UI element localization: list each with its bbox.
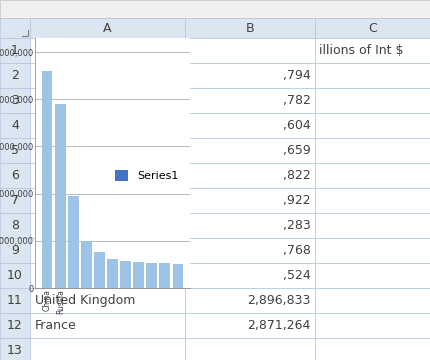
Text: 6: 6 [11, 169, 19, 182]
Bar [315, 88, 430, 113]
Bar [185, 338, 315, 360]
Bar [30, 138, 185, 163]
Text: ,782: ,782 [283, 94, 311, 107]
Bar [185, 313, 315, 338]
Bar [0, 63, 30, 88]
Text: illions of Int $: illions of Int $ [319, 44, 403, 57]
Bar [315, 18, 430, 38]
Bar [0, 213, 30, 238]
Bar [185, 88, 315, 113]
Bar [55, 104, 65, 288]
Bar [315, 163, 430, 188]
Bar [315, 63, 430, 88]
Text: 10: 10 [7, 269, 23, 282]
Bar [185, 63, 315, 88]
Bar [30, 88, 185, 113]
Bar [315, 113, 430, 138]
Bar [68, 197, 79, 288]
Bar [0, 188, 30, 213]
Bar [30, 63, 185, 88]
Text: 3: 3 [11, 94, 19, 107]
Bar [0, 138, 30, 163]
Bar [81, 241, 92, 288]
Bar [30, 263, 185, 288]
Legend: Series1: Series1 [115, 170, 178, 181]
Bar [30, 313, 185, 338]
Bar [0, 88, 30, 113]
Bar [42, 71, 52, 288]
Bar [0, 338, 30, 360]
Text: ,794: ,794 [283, 69, 311, 82]
Bar [315, 238, 430, 263]
Text: C: C [368, 22, 377, 35]
Text: 2,896,833: 2,896,833 [248, 294, 311, 307]
Bar [185, 113, 315, 138]
Text: 13: 13 [7, 344, 23, 357]
Text: 1: 1 [11, 44, 19, 57]
Bar [30, 113, 185, 138]
Bar [0, 18, 30, 38]
Bar [0, 38, 30, 63]
Bar [315, 338, 430, 360]
Text: 9: 9 [11, 244, 19, 257]
Text: B: B [246, 22, 254, 35]
Text: ,659: ,659 [283, 144, 311, 157]
Bar [30, 18, 185, 38]
Text: ,604: ,604 [283, 119, 311, 132]
Text: 12: 12 [7, 319, 23, 332]
Bar [315, 288, 430, 313]
Bar [185, 188, 315, 213]
Text: 7: 7 [11, 194, 19, 207]
Bar [120, 261, 131, 288]
Bar [0, 113, 30, 138]
Bar [30, 288, 185, 313]
Bar [185, 18, 315, 38]
Text: ,822: ,822 [283, 169, 311, 182]
Bar [30, 338, 185, 360]
Bar [0, 0, 430, 18]
Text: 8: 8 [11, 219, 19, 232]
Bar [0, 163, 30, 188]
Text: 11: 11 [7, 294, 23, 307]
Bar [160, 264, 170, 288]
Text: A: A [103, 22, 112, 35]
Bar [315, 213, 430, 238]
Bar [30, 163, 185, 188]
Text: France: France [35, 319, 77, 332]
Bar [94, 252, 104, 288]
Bar [185, 288, 315, 313]
Bar [315, 188, 430, 213]
Text: 2,871,264: 2,871,264 [248, 319, 311, 332]
Bar [107, 259, 118, 288]
Text: ,524: ,524 [283, 269, 311, 282]
Bar [147, 262, 157, 288]
Text: 2: 2 [11, 69, 19, 82]
Bar [30, 238, 185, 263]
Bar [185, 263, 315, 288]
Bar [185, 238, 315, 263]
Text: 5: 5 [11, 144, 19, 157]
Bar [133, 262, 144, 288]
Bar [185, 213, 315, 238]
Text: ,922: ,922 [283, 194, 311, 207]
Text: ,768: ,768 [283, 244, 311, 257]
Bar [185, 163, 315, 188]
Bar [315, 138, 430, 163]
Text: United Kingdom: United Kingdom [35, 294, 135, 307]
Bar [172, 264, 183, 288]
Bar [0, 313, 30, 338]
Bar [315, 263, 430, 288]
Bar [30, 213, 185, 238]
Bar [30, 188, 185, 213]
Text: ,283: ,283 [283, 219, 311, 232]
Bar [0, 288, 30, 313]
Bar [185, 38, 315, 63]
Bar [0, 263, 30, 288]
Bar [30, 38, 185, 63]
Bar [315, 313, 430, 338]
Bar [315, 38, 430, 63]
Bar [185, 138, 315, 163]
Text: 4: 4 [11, 119, 19, 132]
Bar [0, 238, 30, 263]
